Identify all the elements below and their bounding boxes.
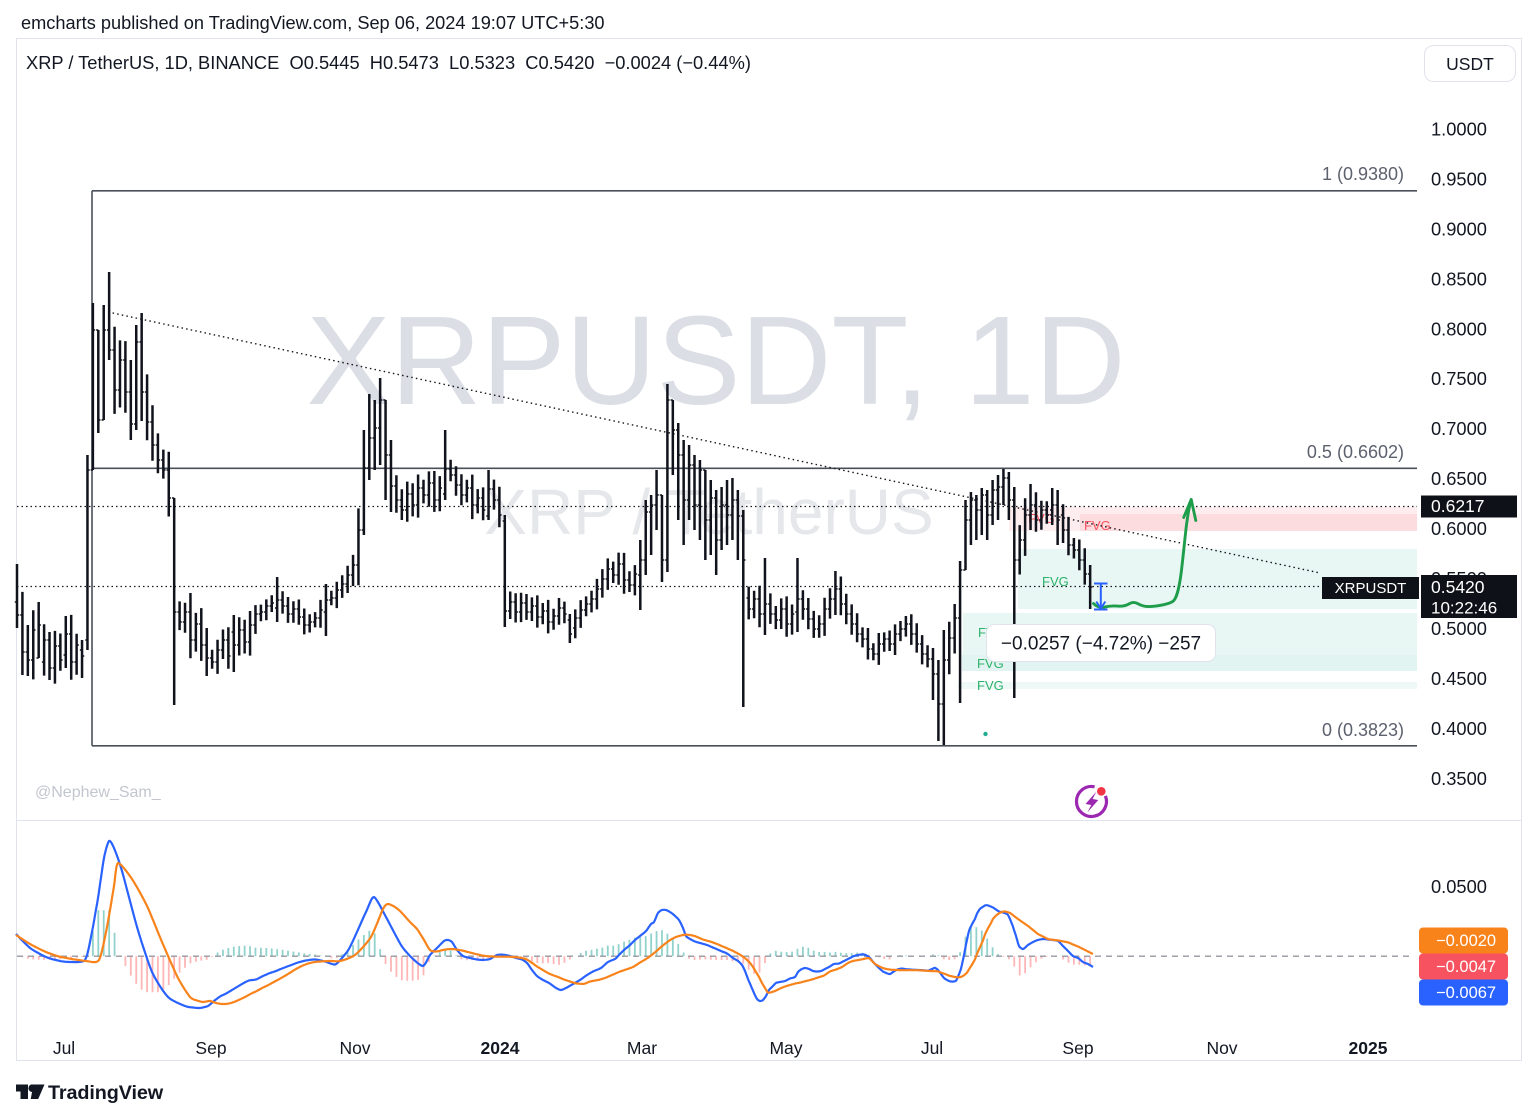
- svg-text:0.8500: 0.8500: [1431, 269, 1487, 290]
- svg-text:−0.0257 (−4.72%) −257: −0.0257 (−4.72%) −257: [1001, 634, 1201, 655]
- svg-text:0.6500: 0.6500: [1431, 468, 1487, 489]
- svg-text:1.0000: 1.0000: [1431, 119, 1487, 140]
- svg-text:TradingView: TradingView: [48, 1082, 164, 1104]
- svg-text:Jul: Jul: [921, 1038, 943, 1058]
- svg-text:Mar: Mar: [627, 1038, 657, 1058]
- svg-text:1 (0.9380): 1 (0.9380): [1322, 164, 1404, 184]
- svg-text:0.7500: 0.7500: [1431, 368, 1487, 389]
- svg-text:Sep: Sep: [195, 1038, 226, 1058]
- svg-text:2025: 2025: [1349, 1038, 1388, 1058]
- svg-text:0.5000: 0.5000: [1431, 618, 1487, 639]
- svg-text:0.6217: 0.6217: [1431, 496, 1485, 516]
- svg-text:0.9500: 0.9500: [1431, 169, 1487, 190]
- svg-text:−0.0067: −0.0067: [1436, 984, 1496, 1002]
- svg-text:0 (0.3823): 0 (0.3823): [1322, 720, 1404, 740]
- svg-text:2024: 2024: [481, 1038, 520, 1058]
- svg-text:XRPUSDT, 1D: XRPUSDT, 1D: [306, 290, 1125, 431]
- svg-text:@Nephew_Sam_: @Nephew_Sam_: [35, 784, 162, 801]
- svg-text:FVG: FVG: [1042, 574, 1069, 589]
- svg-text:USDT: USDT: [1446, 54, 1494, 74]
- svg-text:0.7000: 0.7000: [1431, 418, 1487, 439]
- svg-text:0.6000: 0.6000: [1431, 518, 1487, 539]
- svg-text:Nov: Nov: [1206, 1038, 1237, 1058]
- svg-text:0.0500: 0.0500: [1431, 876, 1487, 897]
- svg-text:0.8000: 0.8000: [1431, 319, 1487, 340]
- svg-text:0.3500: 0.3500: [1431, 768, 1487, 789]
- svg-text:0.4000: 0.4000: [1431, 718, 1487, 739]
- svg-text:Nov: Nov: [339, 1038, 370, 1058]
- svg-text:−0.0047: −0.0047: [1436, 958, 1496, 976]
- svg-text:0.5 (0.6602): 0.5 (0.6602): [1307, 442, 1404, 462]
- svg-text:0.4500: 0.4500: [1431, 668, 1487, 689]
- svg-text:FVG: FVG: [1084, 518, 1111, 533]
- svg-text:XRP / TetherUS, 1D, BINANCE O: XRP / TetherUS, 1D, BINANCE O0.5445 H0.5…: [26, 52, 751, 73]
- svg-text:−0.0020: −0.0020: [1436, 932, 1496, 950]
- svg-text:0.9000: 0.9000: [1431, 219, 1487, 240]
- svg-text:emcharts published on TradingV: emcharts published on TradingView.com, S…: [21, 13, 605, 33]
- svg-text:Jul: Jul: [53, 1038, 75, 1058]
- svg-text:XRPUSDT: XRPUSDT: [1335, 580, 1407, 597]
- svg-text:10:22:46: 10:22:46: [1431, 599, 1497, 618]
- svg-text:FVG: FVG: [977, 678, 1004, 693]
- svg-text:May: May: [769, 1038, 802, 1058]
- svg-text:Sep: Sep: [1062, 1038, 1093, 1058]
- svg-text:XRP / TetherUS: XRP / TetherUS: [484, 476, 933, 548]
- svg-text:0.5420: 0.5420: [1431, 577, 1485, 597]
